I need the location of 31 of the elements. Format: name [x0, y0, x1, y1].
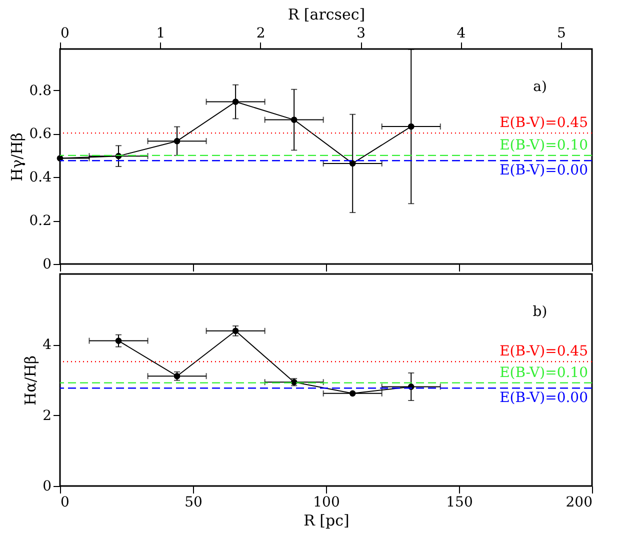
x2-tick-label: 3 — [356, 26, 366, 42]
x-tick-label: 100 — [313, 494, 340, 510]
y-tick-label: 0 — [42, 478, 52, 494]
annotation: E(B-V)=0.00 — [500, 162, 588, 179]
annotation: b) — [532, 304, 548, 320]
x2-tick-label: 4 — [456, 26, 466, 42]
y-tick-label: 0.4 — [29, 170, 52, 186]
annotation: a) — [533, 79, 547, 95]
annotation: E(B-V)=0.45 — [500, 344, 588, 360]
x2-tick-label: 0 — [60, 26, 70, 42]
y-tick-label: 4 — [42, 337, 52, 354]
annotation: E(B-V)=0.10 — [500, 137, 588, 154]
y-axis-title: Hα/Hβ — [22, 355, 40, 406]
x-tick-label: 200 — [566, 494, 592, 510]
x2-tick-label: 2 — [256, 26, 266, 42]
y-tick-label: 2 — [42, 408, 52, 424]
annotation: E(B-V)=0.45 — [500, 115, 588, 132]
x-tick-label: 150 — [446, 494, 473, 510]
y-axis-title: Hγ/Hβ — [8, 132, 26, 182]
x-axis-title: R [pc] — [304, 512, 350, 530]
y-tick-label: 0.6 — [29, 126, 52, 142]
x2-tick-label: 5 — [556, 26, 566, 42]
x-tick-label: 0 — [60, 494, 70, 510]
x-tick-label: 50 — [184, 494, 202, 510]
y-tick-label: 0.2 — [29, 213, 52, 230]
annotation: E(B-V)=0.00 — [500, 390, 588, 406]
y-tick-label: 0.8 — [29, 82, 52, 99]
y-tick-label: 0 — [42, 256, 52, 272]
annotation: E(B-V)=0.10 — [500, 364, 588, 381]
x2-tick-label: 1 — [156, 26, 166, 42]
x2-axis-title: R [arcsec] — [288, 6, 366, 24]
